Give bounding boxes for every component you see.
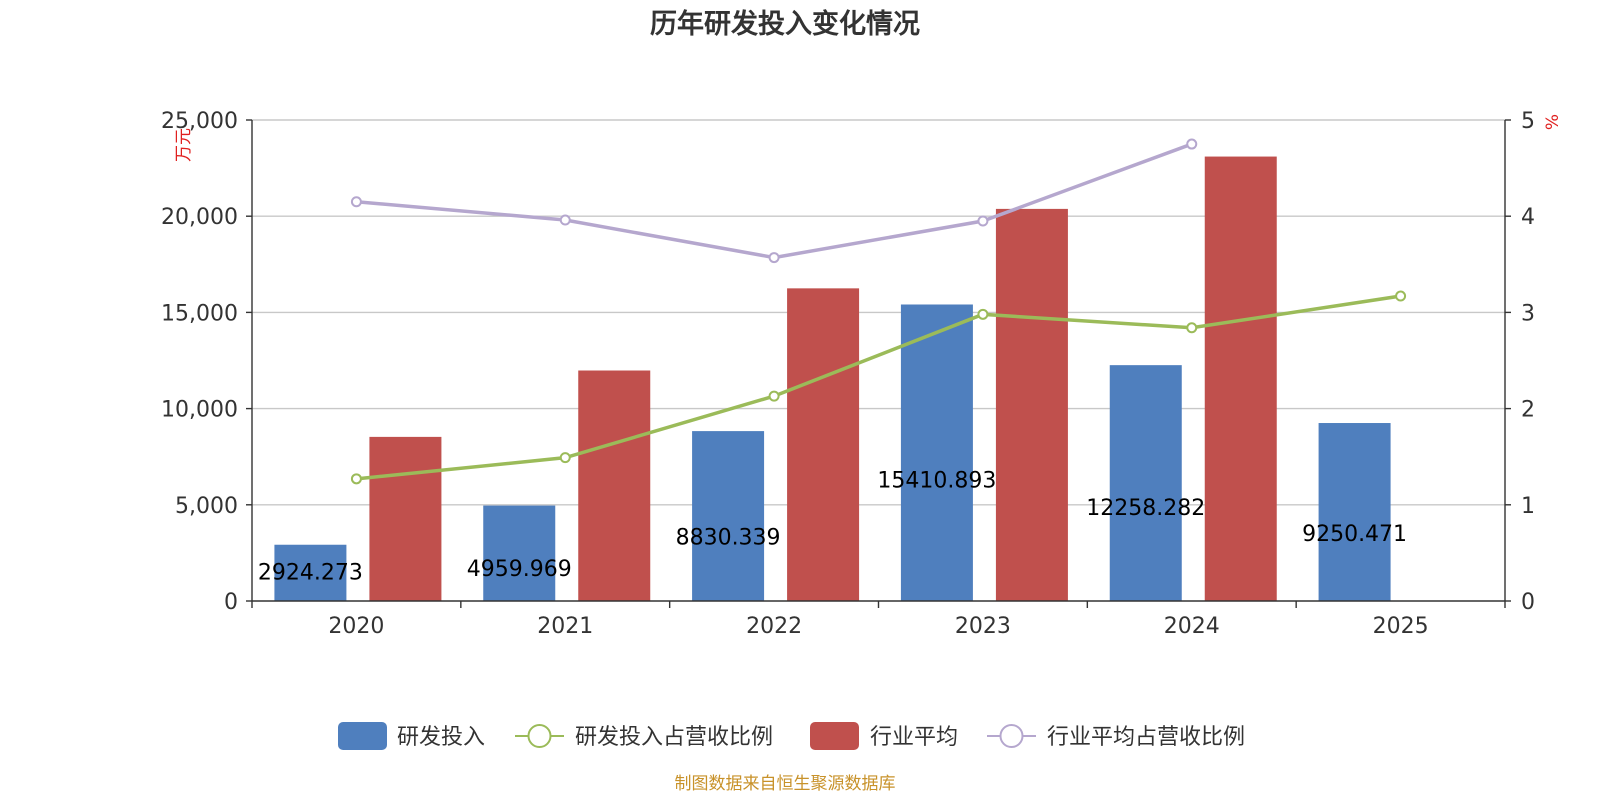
legend-marker-industry-ratio — [999, 724, 1024, 748]
data-label-2022: 8830.339 — [676, 526, 781, 551]
bar-rd-2025 — [1318, 423, 1391, 601]
point-rd-ratio-2024 — [1186, 322, 1198, 334]
left-axis-unit: 万元 — [174, 128, 194, 162]
x-tick-label-2022: 2022 — [746, 614, 802, 639]
bar-rd-2023 — [900, 304, 973, 601]
bar-rd-2022 — [692, 431, 765, 601]
left-tick-label-0: 0 — [224, 590, 238, 615]
bar-industry-2021 — [578, 370, 651, 601]
line-layer — [350, 138, 1407, 485]
left-tick-label-2: 10,000 — [161, 398, 238, 423]
right-axis-unit: % — [1543, 114, 1563, 130]
data-label-2020: 2924.273 — [258, 561, 363, 586]
legend-label-rd: 研发投入 — [397, 725, 485, 750]
right-tick-label-3: 3 — [1521, 301, 1535, 326]
legend-label-industry-ratio: 行业平均占营收比例 — [1047, 725, 1245, 750]
label-layer: 2924.273 4959.969 8830.339 15410.893 12258.2… — [258, 469, 1407, 586]
chart-title: 历年研发投入变化情况 — [650, 8, 920, 40]
bar-layer — [274, 156, 1391, 601]
data-label-2023: 15410.893 — [877, 469, 996, 494]
right-tick-label-4: 4 — [1521, 205, 1535, 230]
axis-layer: 0 5,000 10,000 15,000 20,000 25,000 0 1 2 3 4 5 2020… — [161, 109, 1535, 639]
legend-label-industry: 行业平均 — [870, 725, 958, 750]
legend-marker-rd-ratio — [527, 724, 552, 748]
bar-industry-2022 — [787, 288, 860, 601]
legend-swatch-industry — [810, 722, 859, 750]
point-industry-ratio-2020 — [350, 196, 362, 208]
data-label-2021: 4959.969 — [467, 557, 572, 582]
left-tick-label-3: 15,000 — [161, 301, 238, 326]
data-label-2025: 9250.471 — [1302, 522, 1407, 547]
left-tick-label-4: 20,000 — [161, 205, 238, 230]
data-label-2024: 12258.282 — [1086, 496, 1205, 521]
bar-industry-2020 — [369, 436, 442, 601]
bar-industry-2023 — [995, 208, 1068, 601]
bar-industry-2024 — [1204, 156, 1277, 601]
left-tick-label-1: 5,000 — [175, 494, 238, 519]
legend-label-rd-ratio: 研发投入占营收比例 — [575, 725, 773, 750]
x-tick-label-2023: 2023 — [955, 614, 1011, 639]
point-industry-ratio-2024 — [1186, 138, 1198, 150]
x-tick-label-2020: 2020 — [328, 614, 384, 639]
left-tick-label-5: 25,000 — [161, 109, 238, 134]
legend: 研发投入 研发投入占营收比例 行业平均 行业平均占营收比例 — [338, 722, 1245, 750]
source-note: 制图数据来自恒生聚源数据库 — [675, 774, 896, 794]
x-tick-label-2025: 2025 — [1373, 614, 1429, 639]
point-rd-ratio-2025 — [1395, 290, 1407, 302]
point-industry-ratio-2021 — [559, 214, 571, 226]
point-industry-ratio-2023 — [977, 215, 989, 227]
point-industry-ratio-2022 — [768, 252, 780, 264]
x-tick-label-2021: 2021 — [537, 614, 593, 639]
point-rd-ratio-2022 — [768, 390, 780, 402]
right-tick-label-1: 1 — [1521, 494, 1535, 519]
point-rd-ratio-2020 — [350, 473, 362, 485]
right-tick-label-0: 0 — [1521, 590, 1535, 615]
x-tick-label-2024: 2024 — [1164, 614, 1220, 639]
bar-rd-2020 — [274, 544, 347, 601]
grid-layer — [252, 119, 1505, 506]
right-tick-label-5: 5 — [1521, 109, 1535, 134]
right-tick-label-2: 2 — [1521, 398, 1535, 423]
bar-rd-2021 — [483, 505, 556, 601]
line-rd-ratio — [356, 294, 1401, 481]
bar-rd-2024 — [1109, 365, 1182, 601]
point-rd-ratio-2023 — [977, 308, 989, 320]
point-rd-ratio-2021 — [559, 452, 571, 464]
legend-swatch-rd — [338, 722, 387, 750]
